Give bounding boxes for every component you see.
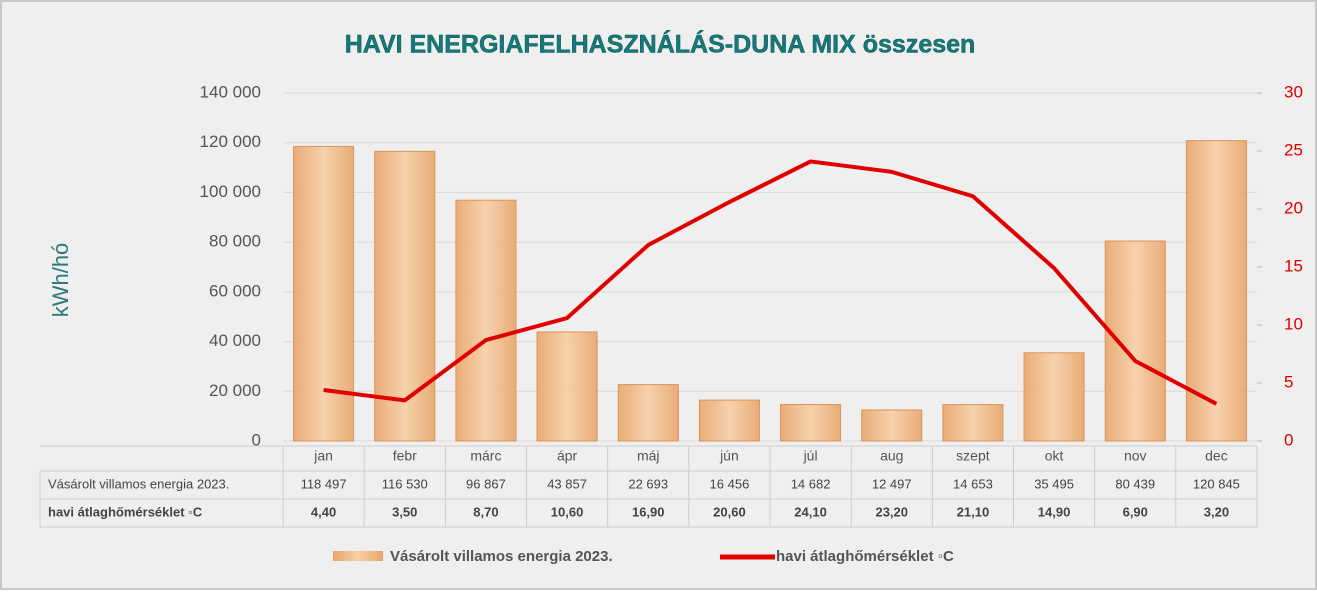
y-tick-label: 80 000: [209, 232, 261, 251]
table-value: 16,90: [632, 504, 665, 519]
table-value: 8,70: [473, 504, 498, 519]
table-value: 16 456: [710, 476, 750, 491]
y2-tick-label: 15: [1284, 256, 1303, 275]
table-value: 118 497: [301, 476, 347, 491]
table-value: 24,10: [794, 504, 827, 519]
bar: [780, 404, 842, 442]
table-value: 6,90: [1123, 504, 1148, 519]
x-tick-label: jún: [719, 448, 739, 464]
table-row-label: havi átlaghőmérséklet ◦C: [48, 504, 203, 519]
bar: [455, 199, 517, 442]
table-value: 10,60: [551, 504, 584, 519]
y-tick-label: 120 000: [200, 132, 261, 151]
table-value: 14 653: [953, 476, 993, 491]
table-value: 23,20: [875, 504, 908, 519]
table-value: 80 439: [1115, 476, 1155, 491]
table-row-label: Vásárolt villamos energia 2023.: [48, 476, 229, 491]
bar: [1104, 240, 1166, 442]
legend-label: havi átlaghőmérséklet ◦C: [776, 548, 954, 565]
y2-tick-label: 5: [1284, 372, 1293, 391]
bar: [1023, 352, 1085, 442]
table-value: 120 845: [1193, 476, 1240, 491]
x-tick-label: okt: [1045, 448, 1064, 464]
x-tick-label: febr: [393, 448, 417, 464]
table-value: 3,50: [392, 504, 417, 519]
table-value: 21,10: [957, 504, 990, 519]
y-tick-label: 100 000: [200, 182, 261, 201]
table-value: 14 682: [791, 476, 831, 491]
chart-title: HAVI ENERGIAFELHASZNÁLÁS-DUNA MIX összes…: [345, 30, 976, 59]
table-value: 96 867: [466, 476, 506, 491]
y-tick-label: 0: [252, 430, 261, 449]
table-value: 14,90: [1038, 504, 1071, 519]
y-tick-label: 40 000: [209, 331, 261, 350]
x-tick-label: jan: [313, 448, 333, 464]
table-value: 12 497: [872, 476, 912, 491]
table-value: 116 530: [382, 476, 428, 491]
bar: [293, 145, 355, 442]
legend-swatch: [333, 551, 383, 561]
x-tick-label: máj: [637, 448, 660, 464]
bar: [861, 409, 923, 442]
bar: [1185, 140, 1247, 442]
bar: [374, 150, 436, 442]
x-tick-label: nov: [1124, 448, 1147, 464]
y2-tick-label: 20: [1284, 198, 1303, 217]
y2-tick-label: 10: [1284, 314, 1303, 333]
table-value: 20,60: [713, 504, 746, 519]
x-tick-label: júl: [803, 448, 818, 464]
y2-tick-label: 25: [1284, 140, 1303, 159]
y-tick-label: 60 000: [209, 281, 261, 300]
table-value: 22 693: [628, 476, 668, 491]
table-value: 4,40: [311, 504, 336, 519]
y2-tick-label: 30: [1284, 82, 1303, 101]
bar: [942, 404, 1004, 442]
x-tick-label: ápr: [557, 448, 578, 464]
y2-tick-label: 0: [1284, 430, 1293, 449]
bar: [617, 384, 679, 442]
legend-label: Vásárolt villamos energia 2023.: [390, 548, 613, 565]
x-tick-label: márc: [470, 448, 501, 464]
line: [323, 159, 1218, 406]
bar: [698, 399, 760, 442]
table-value: 3,20: [1204, 504, 1229, 519]
y-axis-label: kWh/hó: [48, 243, 73, 318]
x-tick-label: szept: [956, 448, 990, 464]
table-value: 35 495: [1034, 476, 1074, 491]
y-tick-label: 20 000: [209, 381, 261, 400]
table-value: 43 857: [547, 476, 587, 491]
bar: [536, 331, 598, 442]
y-tick-label: 140 000: [200, 82, 261, 101]
x-tick-label: dec: [1205, 448, 1228, 464]
x-tick-label: aug: [880, 448, 903, 464]
